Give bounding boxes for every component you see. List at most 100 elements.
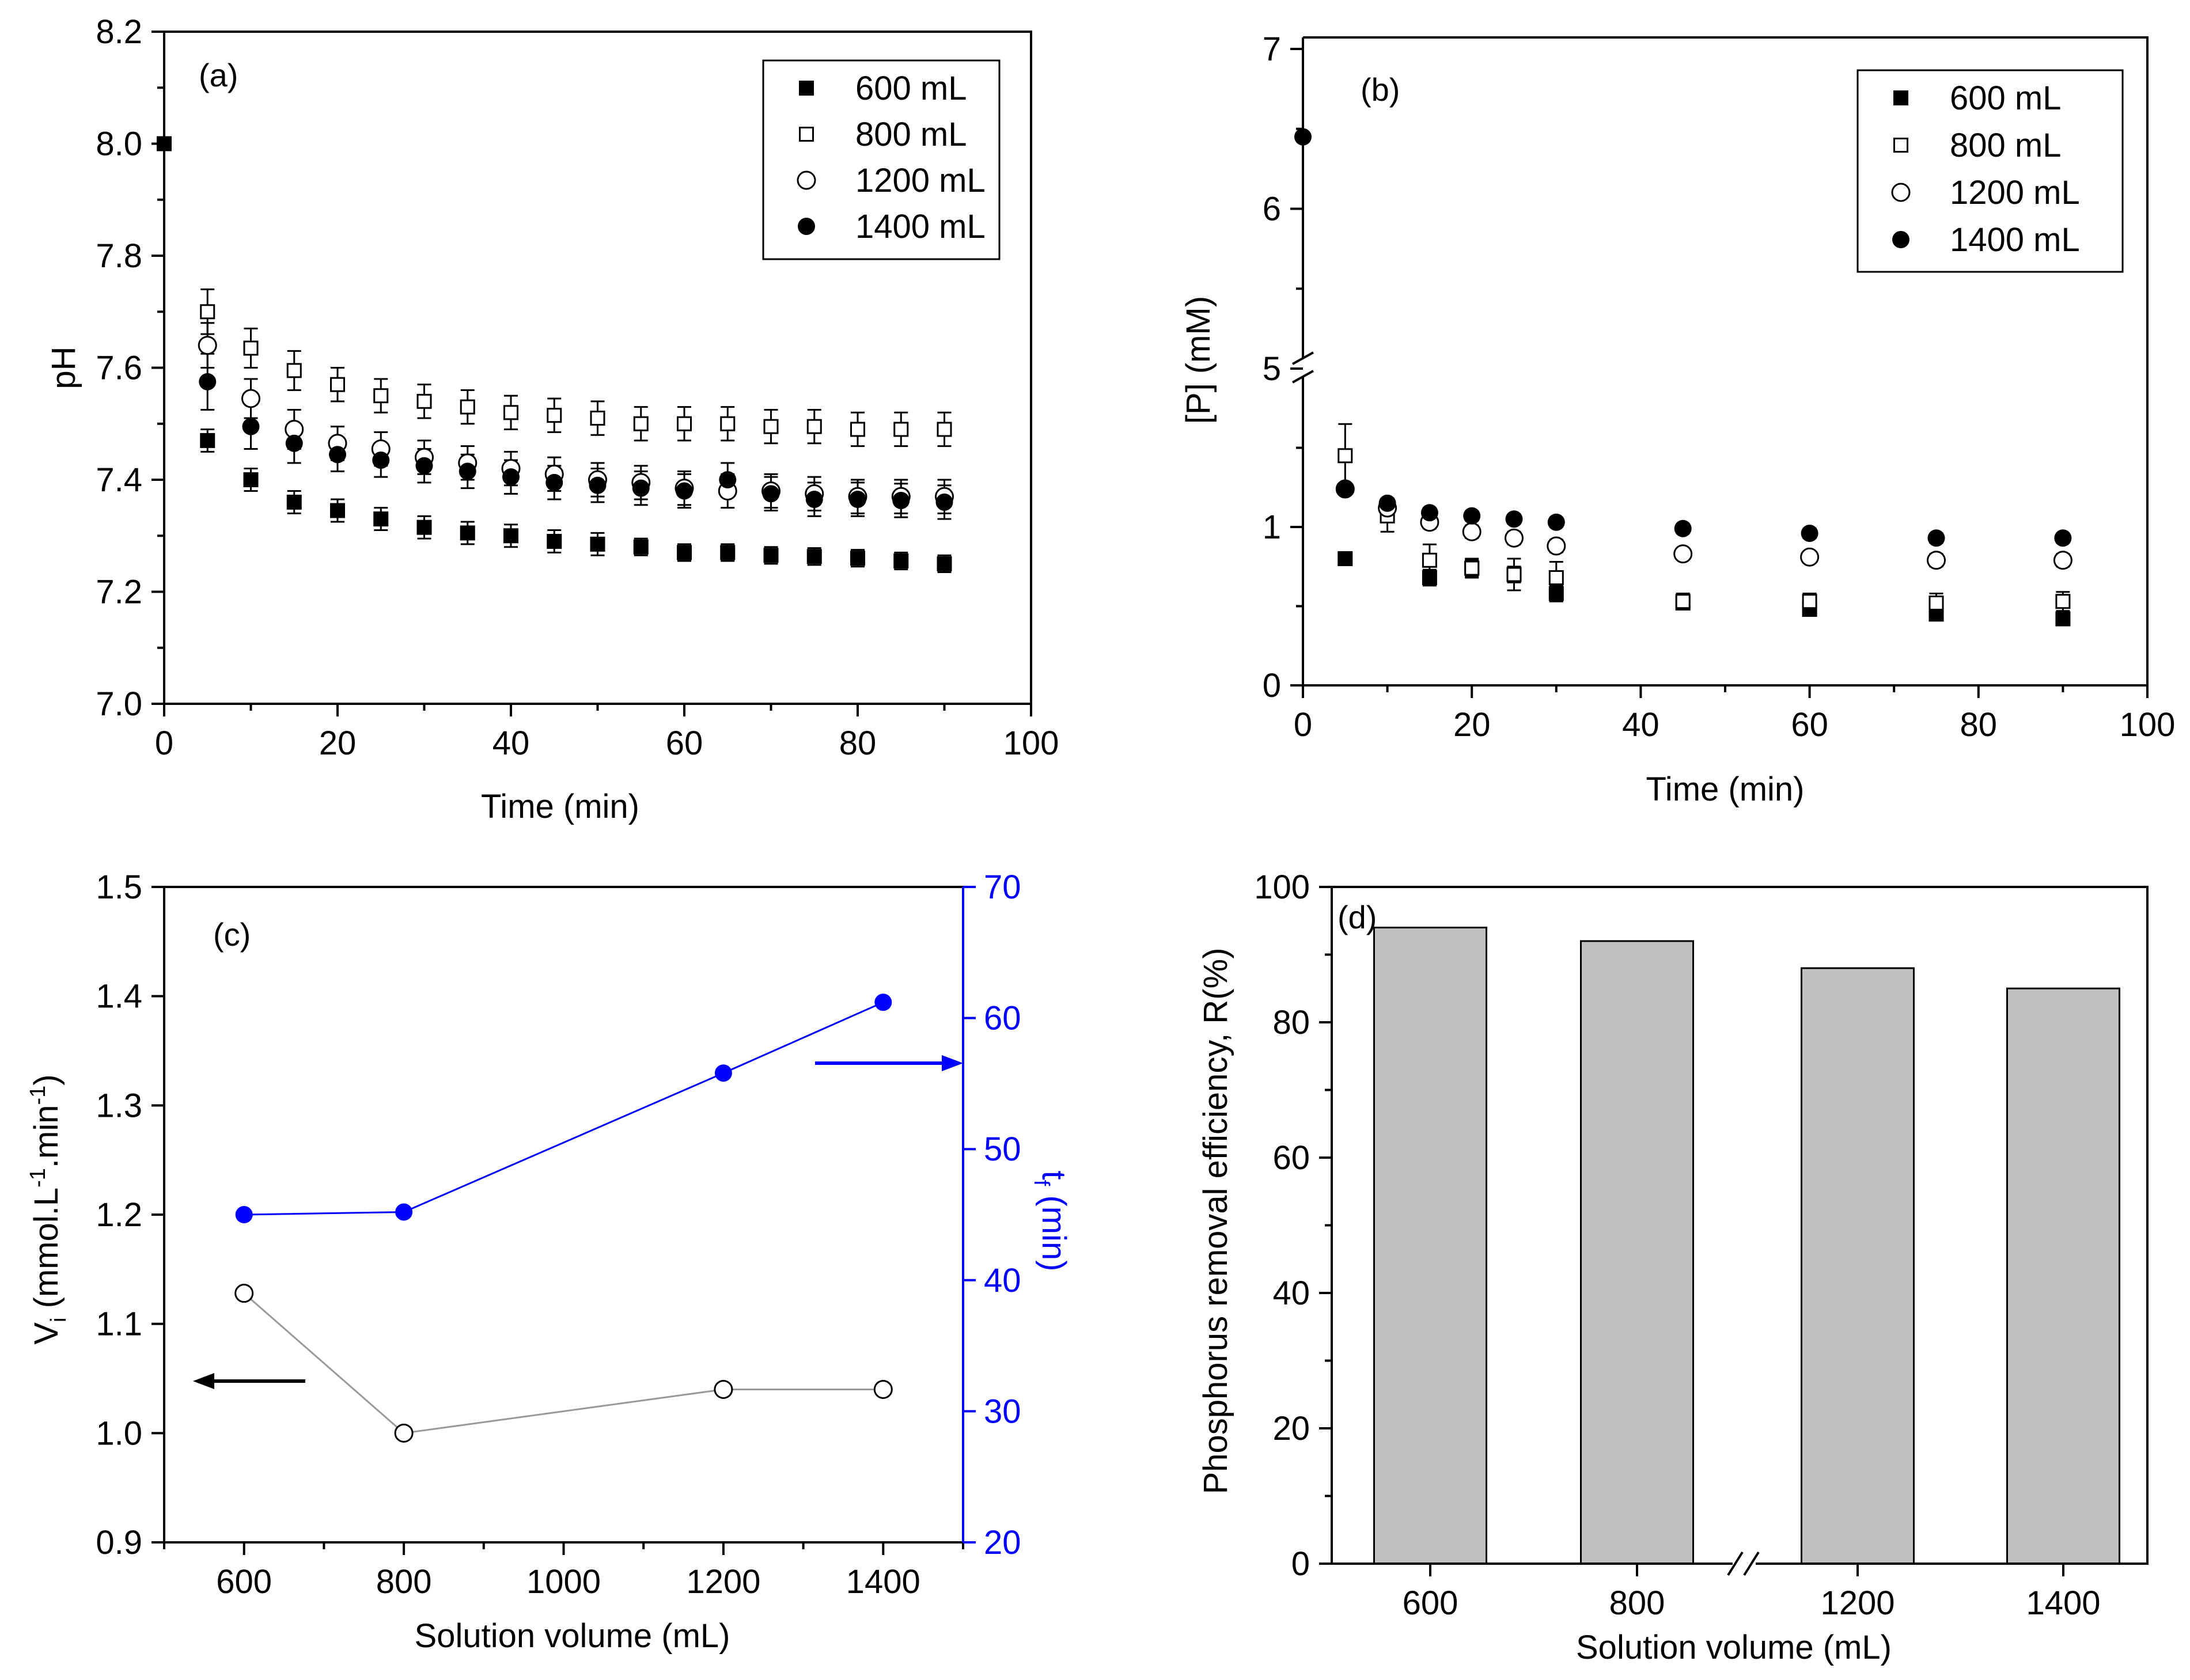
panel-a-s4-point-8 — [502, 468, 520, 486]
panel-c-y-left-title-part-4: -1 — [26, 1168, 50, 1188]
panel-c-y-left-title-part-1: V — [28, 1322, 65, 1345]
panel-b-s4-point-8 — [1801, 525, 1818, 542]
panel-c-x-tick-label-1200: 1200 — [686, 1563, 760, 1601]
panel-b-legend-marker-2 — [1893, 138, 1908, 153]
panel-c-y-left-tick-label-0.9: 0.9 — [96, 1524, 142, 1561]
panel-a-s2-point-5 — [373, 388, 389, 404]
panel-a-x-tick-label-100: 100 — [1003, 725, 1059, 762]
panel-a-legend-marker-3 — [797, 170, 816, 190]
panel-d-x-tick-label-1200: 1200 — [1820, 1584, 1895, 1622]
panel-a-s2-point-16 — [850, 422, 865, 437]
panel-b-s1-point-3 — [1422, 570, 1437, 585]
panel-c-x-axis-title: Solution volume (mL) — [415, 1617, 730, 1655]
panel-a-s1-point-14 — [763, 548, 779, 563]
panel-c-tf-line — [244, 1001, 884, 1216]
panel-a-s2-point-9 — [547, 408, 562, 423]
panel-a-s4-point-16 — [849, 491, 866, 509]
panel-a-y-tick-label-8.0: 8.0 — [96, 126, 142, 163]
panel-a-s4-point-12 — [676, 482, 693, 500]
panel-a-s1-point-2 — [243, 472, 259, 487]
panel-b-y-tick-label-5: 5 — [1263, 350, 1281, 388]
panel-a-s4-point-7 — [459, 462, 476, 480]
panel-d-y-tick-label-60: 60 — [1272, 1139, 1310, 1177]
panel-a-s4-point-13 — [719, 471, 737, 488]
panel-d-bar-600 — [1373, 927, 1487, 1565]
panel-a-s1-point-18 — [937, 556, 952, 571]
panel-a-x-tick-label-40: 40 — [492, 725, 530, 762]
panel-c-vi-point-1 — [234, 1284, 254, 1303]
panel-a-s2-point-1 — [200, 304, 215, 320]
panel-b-chart: 0 20 40 60 80 100 0 1 5 6 7 Time (min) [P] (mM) (b) 60… — [1180, 31, 2175, 808]
panel-b-s4-point-4 — [1463, 507, 1481, 525]
panel-b-s2-point-6 — [1548, 570, 1564, 585]
panel-b-legend-label-2: 800 mL — [1950, 127, 2061, 164]
panel-b-y-axis-title: [P] (mM) — [1180, 296, 1217, 424]
panel-a-legend-label-1: 600 mL — [855, 70, 967, 107]
panel-b-x-tick-label-40: 40 — [1622, 706, 1659, 744]
panel-a-y-tick-label-7.6: 7.6 — [96, 350, 142, 387]
panel-a-y-tick-label-8.2: 8.2 — [96, 13, 142, 51]
panel-c-y-right-tick-label-40: 40 — [984, 1262, 1021, 1299]
panel-d-y-axis-title: Phosphorus removal efficiency, R(%) — [1197, 948, 1234, 1495]
panel-b-label: (b) — [1361, 71, 1400, 108]
panel-c-x-tick-label-1000: 1000 — [526, 1563, 601, 1601]
panel-a-s4-point-10 — [589, 476, 607, 494]
panel-a-x-tick-label-80: 80 — [839, 725, 877, 762]
panel-a-s2-point-15 — [806, 419, 822, 434]
panel-a-s4-point-18 — [935, 493, 953, 511]
panel-a-s4-point-11 — [632, 479, 650, 497]
panel-b-legend-label-4: 1400 mL — [1950, 221, 2080, 259]
panel-b-s2-point-5 — [1506, 567, 1522, 582]
panel-b-s3-point-8 — [1800, 547, 1820, 567]
panel-d-y-tick-label-40: 40 — [1272, 1275, 1310, 1312]
panel-a-legend: 600 mL 800 mL 1200 mL 1400 mL — [762, 59, 1001, 260]
panel-a-y-tick-label-7.8: 7.8 — [96, 237, 142, 275]
panel-d-label: (d) — [1338, 899, 1377, 935]
panel-b-x-tick-label-20: 20 — [1453, 706, 1491, 744]
panel-b-x-tick-label-60: 60 — [1791, 706, 1828, 744]
panel-a-s4-point-6 — [415, 457, 433, 475]
panel-c-y-left-tick-label-1.0: 1.0 — [96, 1414, 142, 1452]
panel-c-y-right-axis-title: tf (min) — [1029, 1171, 1073, 1272]
panel-c-vi-point-3 — [714, 1379, 733, 1399]
panel-a-s1-point-7 — [460, 525, 475, 541]
panel-b-s3-point-7 — [1673, 544, 1693, 564]
panel-c-tf-point-3 — [714, 1064, 732, 1082]
panel-a-s1-point-11 — [633, 539, 649, 555]
panel-c-chart: 600 800 1000 1200 1400 0.9 1.0 1.1 1.2 1.3 1.4 1.5 2… — [26, 869, 1073, 1655]
panel-a-start-point — [157, 136, 172, 151]
panel-d-y-tick-label-80: 80 — [1272, 1004, 1310, 1041]
panel-b-s4-point-7 — [1674, 519, 1692, 537]
panel-a-s2-point-12 — [677, 416, 692, 431]
panel-a-x-tick-label-20: 20 — [319, 725, 357, 762]
panel-c-y-left-tick-label-1.4: 1.4 — [96, 978, 142, 1015]
panel-b-legend-marker-1 — [1893, 90, 1908, 105]
panel-a-s1-point-12 — [677, 545, 692, 560]
panel-b-s4-point-10 — [2054, 529, 2072, 547]
panel-a-y-tick-label-7.2: 7.2 — [96, 574, 142, 611]
panel-a-s4-point-9 — [545, 473, 563, 491]
panel-c-y-left-title-part-2: i — [47, 1317, 71, 1322]
panel-b-s2-point-7 — [1675, 594, 1691, 609]
panel-a-s4-point-5 — [372, 451, 390, 469]
panel-a-s4-point-1 — [199, 373, 217, 390]
panel-a-legend-marker-1 — [799, 81, 814, 96]
panel-b-s2-point-10 — [2055, 594, 2071, 609]
panel-c-x-tick-label-1400: 1400 — [846, 1563, 920, 1601]
panel-c-y-left-tick-label-1.2: 1.2 — [96, 1196, 142, 1234]
panel-a-s1-point-4 — [330, 503, 345, 518]
panel-a-s1-point-17 — [893, 553, 909, 569]
panel-c-x-tick-label-600: 600 — [216, 1563, 272, 1601]
panel-c-y-left-title-part-6: -1 — [26, 1086, 50, 1105]
panel-b-legend: 600 mL 800 mL 1200 mL 1400 mL — [1856, 69, 2124, 273]
panel-b-s4-point-1 — [1336, 480, 1354, 498]
panel-a-s4-point-15 — [805, 491, 823, 509]
panel-a-x-axis-title: Time (min) — [481, 788, 639, 825]
panel-c-label: (c) — [213, 916, 251, 953]
panel-b-s2-point-9 — [1928, 596, 1944, 610]
panel-c-x-tick-label-800: 800 — [376, 1563, 432, 1601]
panel-c-vi-point-2 — [394, 1423, 414, 1443]
panel-b-s2-point-4 — [1464, 560, 1480, 576]
panel-a-s1-point-1 — [200, 433, 215, 448]
panel-c-y-right-tick-label-30: 30 — [984, 1393, 1021, 1430]
